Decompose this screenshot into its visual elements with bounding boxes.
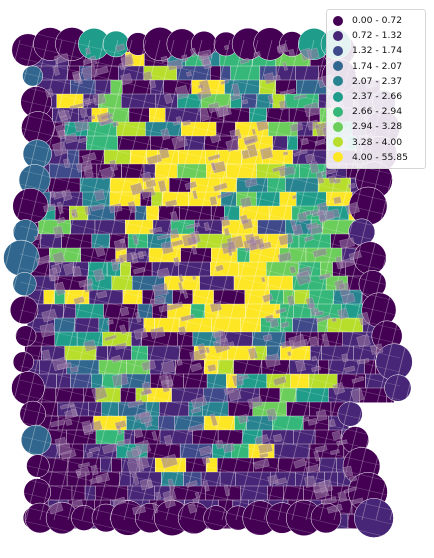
legend-swatch-icon: [333, 61, 343, 72]
legend-item: 3.28 - 4.00: [333, 135, 421, 150]
legend-item: 2.07 - 2.37: [333, 74, 421, 89]
legend-label: 0.00 - 0.72: [352, 15, 403, 27]
legend-swatch-icon: [333, 137, 343, 148]
legend-item: 1.74 - 2.07: [333, 59, 421, 74]
legend-swatch-icon: [333, 76, 343, 87]
legend-item: 2.37 - 2.66: [333, 89, 421, 104]
building-footprints: [34, 43, 384, 515]
map-legend: 0.00 - 0.72 0.72 - 1.32 1.32 - 1.74 1.74…: [326, 9, 426, 169]
legend-swatch-icon: [333, 15, 343, 26]
legend-label: 2.94 - 3.28: [352, 121, 403, 133]
legend-swatch-icon: [333, 106, 343, 117]
legend-item: 0.00 - 0.72: [333, 13, 421, 28]
legend-label: 2.07 - 2.37: [352, 75, 403, 87]
legend-label: 4.00 - 55.85: [352, 151, 408, 163]
legend-label: 1.74 - 2.07: [352, 60, 403, 72]
legend-label: 2.66 - 2.94: [352, 106, 403, 118]
legend-label: 0.72 - 1.32: [352, 30, 403, 42]
legend-swatch-icon: [333, 30, 343, 41]
legend-item: 0.72 - 1.32: [333, 28, 421, 43]
legend-item: 1.32 - 1.74: [333, 43, 421, 58]
legend-swatch-icon: [333, 91, 343, 102]
legend-label: 3.28 - 4.00: [352, 136, 403, 148]
legend-label: 1.32 - 1.74: [352, 45, 403, 57]
legend-item: 4.00 - 55.85: [333, 150, 421, 165]
legend-label: 2.37 - 2.66: [352, 91, 403, 103]
legend-swatch-icon: [333, 121, 343, 132]
legend-swatch-icon: [333, 45, 343, 56]
legend-item: 2.66 - 2.94: [333, 104, 421, 119]
legend-swatch-icon: [333, 152, 343, 163]
legend-item: 2.94 - 3.28: [333, 119, 421, 134]
